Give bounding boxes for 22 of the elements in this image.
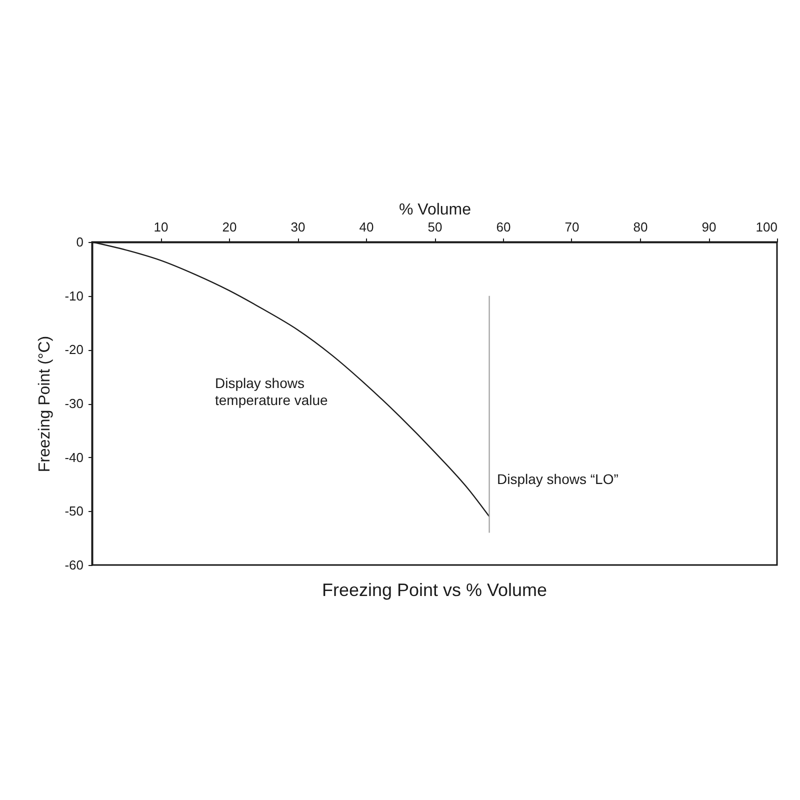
x-tick-label: 60 xyxy=(496,220,511,234)
text: Freezing Point vs % Volume xyxy=(322,580,548,600)
y-tick-label: -30 xyxy=(64,396,84,411)
y-axis-title: Freezing Point (°C) xyxy=(36,336,54,472)
y-tick-label: -10 xyxy=(64,288,84,304)
x-tick-label: 50 xyxy=(428,220,442,234)
x-tick-label: 40 xyxy=(359,220,374,234)
x-tick-label: 30 xyxy=(290,220,306,234)
annotation: Display shows temperature value xyxy=(215,375,328,408)
x-axis-title: % Volume xyxy=(398,202,472,218)
x-tick-label: 90 xyxy=(702,220,716,234)
y-tick-label: -50 xyxy=(64,504,84,519)
x-tick-label: 10 xyxy=(154,220,168,234)
x-tick-label: 100 xyxy=(756,220,778,234)
x-tick-label: 80 xyxy=(633,220,648,234)
y-tick-label: 0 xyxy=(76,234,84,250)
x-tick-label: 20 xyxy=(222,220,237,234)
y-tick-label: -60 xyxy=(64,558,84,572)
y-tick-label: -40 xyxy=(64,450,84,465)
x-tick-label: 70 xyxy=(564,220,580,234)
y-tick-label: -20 xyxy=(64,342,84,358)
annotation: Display shows “LO” xyxy=(497,471,619,487)
